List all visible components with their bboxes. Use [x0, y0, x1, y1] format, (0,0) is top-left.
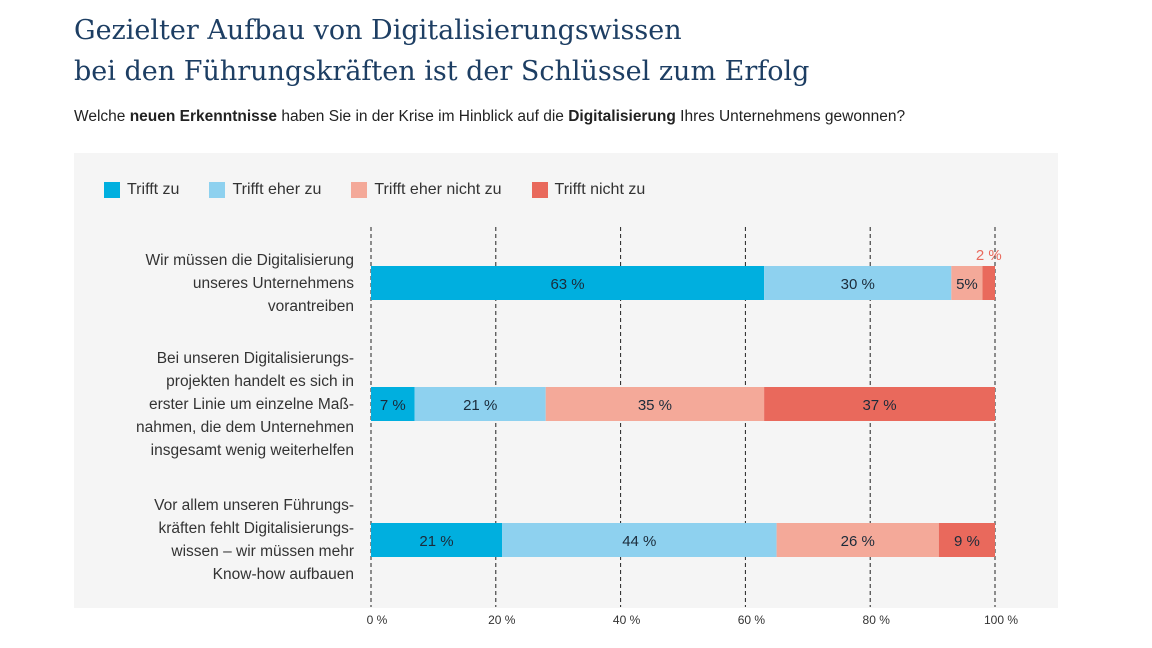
bar-segment: [764, 266, 952, 300]
category-label-line: insgesamt wenig weiterhelfen: [150, 441, 354, 459]
subtitle-bold: neuen Erkenntnisse: [129, 108, 278, 125]
data-label: 44 %: [622, 533, 656, 550]
legend: Trifft zu Trifft eher zu Trifft eher nicht…: [104, 181, 645, 199]
category-label: Bei unseren Digitalisierungs-projekten h…: [54, 347, 354, 462]
bar-segment: [982, 266, 995, 300]
data-label: 26 %: [841, 533, 875, 550]
category-label-line: wissen – wir müssen mehr: [171, 543, 354, 560]
legend-swatch: [531, 182, 548, 198]
category-label-line: Wir müssen die Digitalisierung: [145, 251, 354, 269]
data-label: 9 %: [954, 533, 980, 550]
bar-segment: [414, 387, 546, 421]
data-label: 21 %: [463, 397, 497, 414]
legend-swatch: [209, 182, 226, 198]
legend-item: Trifft nicht zu: [531, 181, 646, 199]
category-label-line: erster Linie um einzelne Maß-: [148, 395, 354, 413]
bar-segment: [951, 266, 983, 300]
legend-item: Trifft eher nicht zu: [351, 181, 502, 199]
category-label-line: Vor allem unseren Führungs-: [154, 497, 354, 514]
bar-segment: [776, 523, 939, 557]
x-tick-label: 0 %: [367, 613, 388, 627]
legend-label: Trifft eher zu: [232, 181, 322, 198]
category-label-line: Know-how aufbauen: [212, 566, 354, 583]
bar-segment: [764, 387, 995, 421]
category-label-line: unseres Unternehmens: [192, 274, 354, 292]
bar-segment: [371, 523, 503, 557]
legend-item: Trifft eher zu: [209, 181, 321, 199]
category-label: Vor allem unseren Führungs-kräften fehlt…: [54, 494, 354, 586]
bar-segment: [502, 523, 777, 557]
x-tick-label: 60 %: [738, 613, 766, 627]
data-label: 35 %: [638, 397, 672, 414]
x-tick-label: 100 %: [984, 613, 1018, 627]
data-label: 5%: [956, 276, 978, 293]
x-tick-label: 20 %: [488, 613, 516, 627]
legend-swatch: [104, 182, 120, 198]
legend-label: Trifft eher nicht zu: [374, 181, 502, 198]
category-label-line: projekten handelt es sich in: [166, 372, 354, 390]
bar-segment: [371, 387, 415, 421]
subtitle-text: Welche: [74, 108, 130, 125]
bar-segment: [371, 266, 765, 300]
title-line-1: Gezielter Aufbau von Digitalisierungswis…: [74, 15, 682, 46]
x-tick-label: 80 %: [863, 613, 891, 627]
category-label: Wir müssen die Digitalisierung unseres Un…: [54, 249, 354, 318]
subtitle-bold: Digitalisierung: [568, 108, 676, 125]
category-label-line: Bei unseren Digitalisierungs-: [156, 349, 354, 367]
x-tick-label: 40 %: [613, 613, 641, 627]
category-label-line: vorantreiben: [267, 297, 354, 315]
bar-segment: [938, 523, 995, 557]
title-line-2: bei den Führungskräften ist der Schlüsse…: [74, 56, 810, 87]
data-label: 21 %: [419, 533, 453, 550]
chart-subtitle: Welche neuen Erkenntnisse haben Sie in d…: [74, 108, 905, 126]
bar-segment: [545, 387, 765, 421]
category-label-line: kräften fehlt Digitalisierungs-: [158, 520, 354, 537]
data-label: 2 %: [976, 247, 1002, 264]
subtitle-text: Ihres Unternehmens gewonnen?: [675, 108, 906, 125]
legend-label: Trifft nicht zu: [554, 181, 646, 198]
category-label-line: nahmen, die dem Unternehmen: [136, 418, 354, 436]
legend-label: Trifft zu: [127, 181, 180, 198]
legend-swatch: [351, 182, 368, 198]
data-label: 30 %: [841, 276, 875, 293]
data-label: 63 %: [550, 276, 584, 293]
legend-item: Trifft zu: [104, 181, 179, 199]
data-label: 37 %: [862, 397, 896, 414]
data-label: 7 %: [380, 397, 406, 414]
chart-title: Gezielter Aufbau von Digitalisierungswis…: [74, 10, 809, 92]
subtitle-text: haben Sie in der Krise im Hinblick auf d…: [277, 108, 569, 125]
